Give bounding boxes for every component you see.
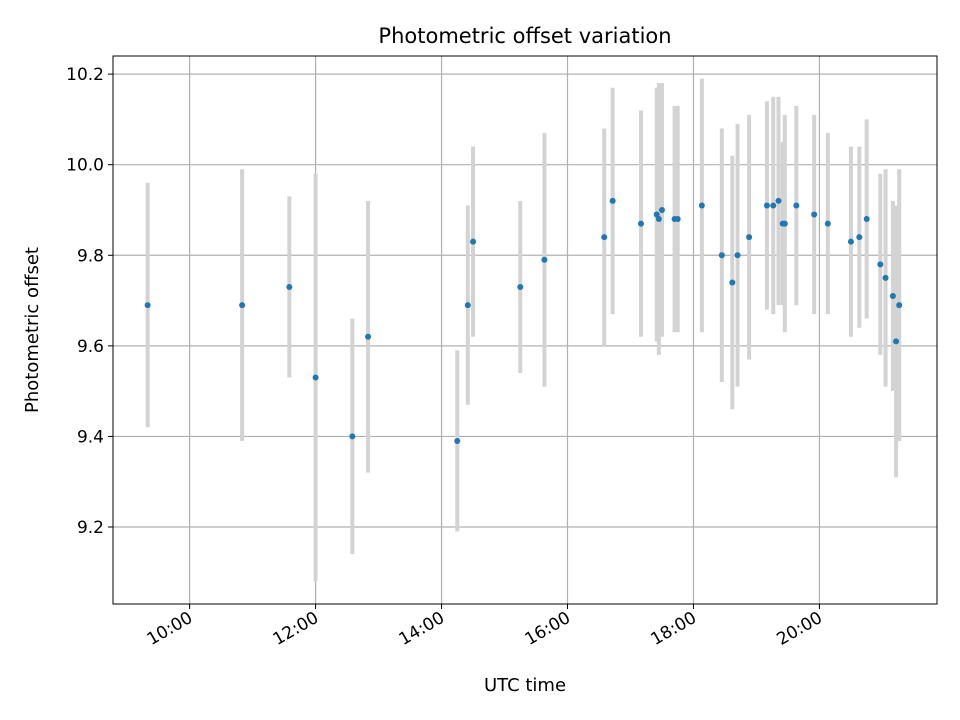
data-point [856,234,863,241]
y-tick-label: 9.6 [77,337,104,357]
y-tick-label: 9.2 [77,518,104,538]
data-point [286,283,293,290]
data-point [775,197,782,204]
data-point [882,274,889,281]
data-point [811,211,818,218]
data-point [824,220,831,227]
data-point [658,206,665,213]
data-point [601,234,608,241]
data-point [312,374,319,381]
y-axis-label: Photometric offset [22,247,43,413]
chart-title: Photometric offset variation [378,24,671,48]
data-point [698,202,705,209]
data-point [541,256,548,263]
data-point [464,302,471,309]
data-point [889,293,896,300]
data-point [349,433,356,440]
data-point [781,220,788,227]
data-point [470,238,477,245]
y-tick-label: 9.4 [77,427,104,447]
data-point [239,302,246,309]
data-point [454,437,461,444]
y-tick-label: 9.8 [77,246,104,266]
data-point [770,202,777,209]
x-axis-label: UTC time [484,675,566,696]
plot-frame [112,55,938,605]
data-point [637,220,644,227]
data-point [653,211,660,218]
data-point [144,302,151,309]
data-point [793,202,800,209]
data-point [746,234,753,241]
y-axis-ticks: 9.2 9.4 9.6 9.8 10.0 10.2 [66,65,113,538]
data-point [517,283,524,290]
y-tick-label: 10.2 [66,65,104,85]
data-point [847,238,854,245]
data-point [655,216,662,223]
data-point [674,216,681,223]
data-point [365,333,372,340]
data-point [896,302,903,309]
data-point [893,338,900,345]
data-point [718,252,725,259]
data-point [863,216,870,223]
data-point [734,252,741,259]
data-point [729,279,736,286]
y-tick-label: 10.0 [66,156,104,176]
data-points [144,197,903,444]
data-point [877,261,884,268]
data-point [609,197,616,204]
data-point [763,202,770,209]
